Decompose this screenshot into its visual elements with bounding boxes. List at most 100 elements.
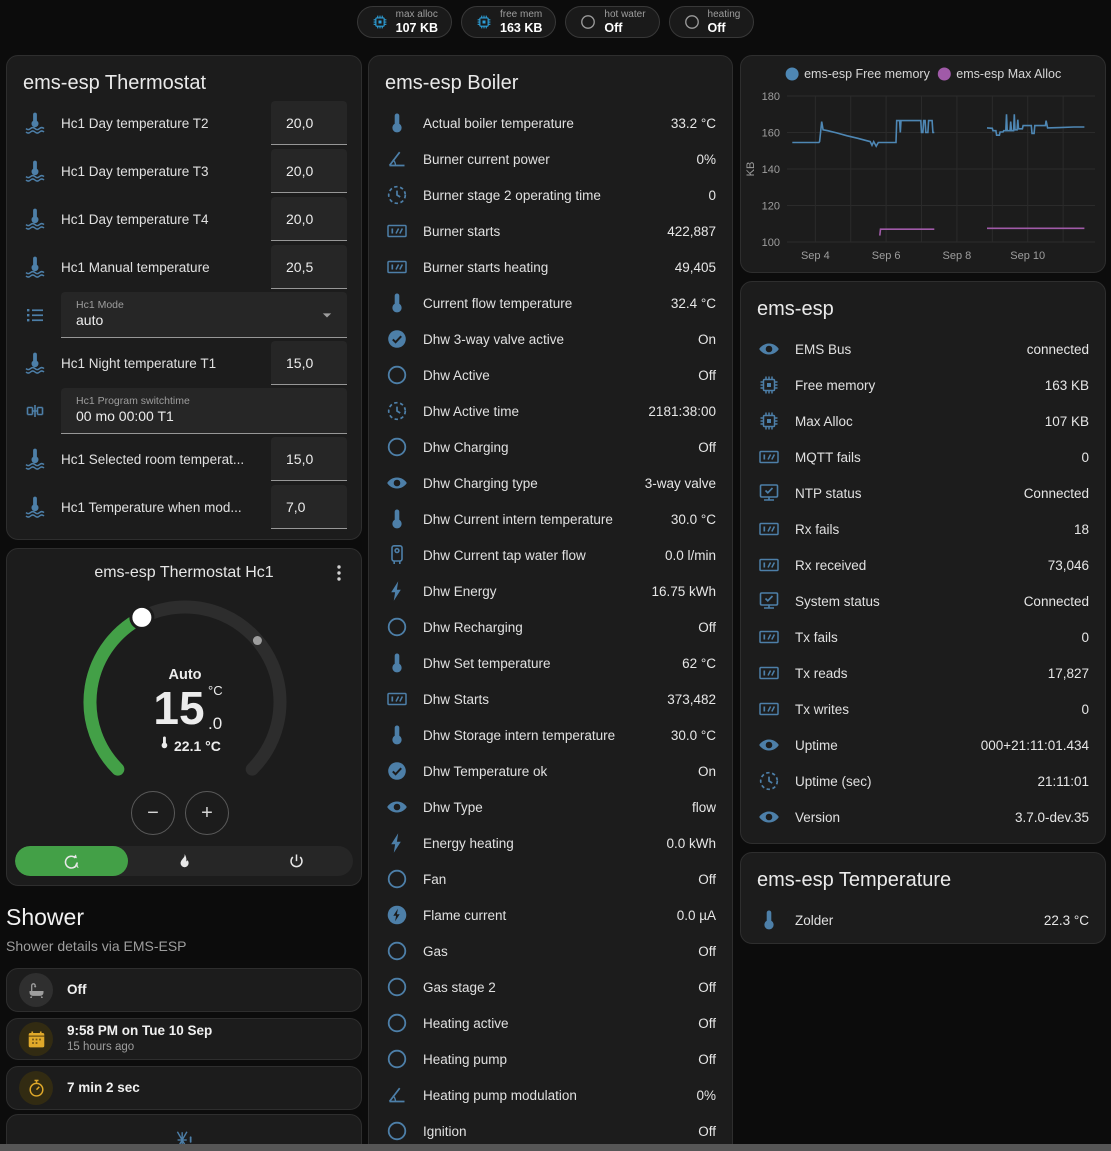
entity-value: Off [698,619,716,635]
temperature-increase-button[interactable]: + [185,791,229,835]
hvac-mode-off-button[interactable] [240,846,353,876]
entity-row[interactable]: Gas Off [369,933,732,969]
text-input[interactable]: Hc1 Program switchtime 00 mo 00:00 T1 [61,388,347,434]
entity-row[interactable]: Actual boiler temperature 33.2 °C [369,105,732,141]
entity-row[interactable]: Burner starts 422,887 [369,213,732,249]
thermostat-row[interactable]: Hc1 Manual temperature 20,5 [7,243,361,291]
header-chip-free-mem[interactable]: free mem 163 KB [461,6,557,38]
target-temperature-knob[interactable] [129,604,155,630]
entity-row[interactable]: Tx writes 0 [741,691,1105,727]
entity-row[interactable]: Burner current power 0% [369,141,732,177]
entity-row[interactable]: Fan Off [369,861,732,897]
entity-row[interactable]: Ignition Off [369,1113,732,1149]
entity-row[interactable]: Dhw Current intern temperature 30.0 °C [369,501,732,537]
entity-row[interactable]: Dhw Active Off [369,357,732,393]
y-axis-tick: 160 [762,128,780,140]
memory-chart-card[interactable]: 100 120 140 160 180 Sep 4 Sep 6 Sep 8 Sep 10 KB em… [740,55,1106,273]
clock-icon [757,769,781,793]
entity-row[interactable]: Heating pump modulation 0% [369,1077,732,1113]
field-label: Hc1 Program switchtime [76,395,190,408]
thermostat-row[interactable]: Hc1 Selected room temperat... 15,0 [7,435,361,483]
entity-label: Ignition [423,1123,467,1139]
entity-row[interactable]: Version 3.7.0-dev.35 [741,799,1105,835]
entity-row[interactable]: Dhw Type flow [369,789,732,825]
entity-label: Dhw Energy [423,583,497,599]
shower-item-card[interactable]: Off [6,968,362,1012]
entity-label: Dhw Set temperature [423,655,551,671]
memory-chart[interactable]: 100 120 140 160 180 Sep 4 Sep 6 Sep 8 Sep 10 KB em… [741,56,1105,272]
thermostat-row[interactable]: Hc1 Mode auto [7,291,361,339]
entity-row[interactable]: Heating pump Off [369,1041,732,1077]
thermometer-icon [385,507,409,531]
valve-icon [23,399,47,423]
entity-row[interactable]: Dhw 3-way valve active On [369,321,732,357]
entity-row[interactable]: Dhw Active time 2181:38:00 [369,393,732,429]
entity-row[interactable]: Dhw Charging Off [369,429,732,465]
entity-row[interactable]: EMS Bus connected [741,331,1105,367]
entity-row[interactable]: Burner starts heating 49,405 [369,249,732,285]
number-input[interactable]: 20,0 [271,101,347,145]
entity-row[interactable]: Tx fails 0 [741,619,1105,655]
temperature-decrease-button[interactable]: − [131,791,175,835]
entity-row[interactable]: Dhw Recharging Off [369,609,732,645]
thermostat-row[interactable]: Hc1 Temperature when mod... 7,0 [7,483,361,531]
entity-row[interactable]: Tx reads 17,827 [741,655,1105,691]
hvac-mode-heat-button[interactable] [128,846,241,876]
number-input[interactable]: 20,5 [271,245,347,289]
entity-row[interactable]: Dhw Energy 16.75 kWh [369,573,732,609]
entity-row[interactable]: Uptime (sec) 21:11:01 [741,763,1105,799]
legend-item[interactable]: ems-esp Free memory [785,67,931,81]
entity-row[interactable]: NTP status Connected [741,475,1105,511]
entity-row[interactable]: Flame current 0.0 µA [369,897,732,933]
thermometer-water-icon [23,159,47,183]
entity-row[interactable]: Rx received 73,046 [741,547,1105,583]
entity-row[interactable]: Dhw Charging type 3-way valve [369,465,732,501]
shower-item-card[interactable]: 9:58 PM on Tue 10 Sep 15 hours ago [6,1018,362,1060]
entity-row[interactable]: Burner stage 2 operating time 0 [369,177,732,213]
entity-row[interactable]: Uptime 000+21:11:01.434 [741,727,1105,763]
entity-label: Hc1 Selected room temperat... [61,451,245,467]
header-chip-hot-water[interactable]: hot water Off [565,6,660,38]
entity-row[interactable]: MQTT fails 0 [741,439,1105,475]
flash-icon [385,831,409,855]
entity-row[interactable]: Gas stage 2 Off [369,969,732,1005]
shower-item-card[interactable]: 7 min 2 sec [6,1066,362,1110]
entity-row[interactable]: Current flow temperature 32.4 °C [369,285,732,321]
number-input[interactable]: 20,0 [271,197,347,241]
thermostat-row[interactable]: Hc1 Day temperature T4 20,0 [7,195,361,243]
entity-label: Zolder [795,912,834,928]
entity-row[interactable]: Free memory 163 KB [741,367,1105,403]
header-chip-max-alloc[interactable]: max alloc 107 KB [356,6,453,38]
horizontal-scrollbar[interactable] [0,1144,1111,1151]
thermostat-row[interactable]: Hc1 Day temperature T3 20,0 [7,147,361,195]
number-input[interactable]: 7,0 [271,485,347,529]
entity-row[interactable]: Dhw Current tap water flow 0.0 l/min [369,537,732,573]
entity-value: 33.2 °C [670,115,716,131]
entity-row[interactable]: System status Connected [741,583,1105,619]
entity-row[interactable]: Heating active Off [369,1005,732,1041]
entity-row[interactable]: Energy heating 0.0 kWh [369,825,732,861]
number-input[interactable]: 20,0 [271,149,347,193]
number-input[interactable]: 15,0 [271,341,347,385]
thermostat-row[interactable]: Hc1 Program switchtime 00 mo 00:00 T1 [7,387,361,435]
thermostat-row[interactable]: Hc1 Day temperature T2 20,0 [7,99,361,147]
number-input[interactable]: 15,0 [271,437,347,481]
header-chip-heating[interactable]: heating Off [668,6,755,38]
entity-row[interactable]: Dhw Temperature ok On [369,753,732,789]
entity-label: Energy heating [423,835,514,851]
mode-select[interactable]: Hc1 Mode auto [61,292,347,338]
thermostat-row[interactable]: Hc1 Night temperature T1 15,0 [7,339,361,387]
dots-vertical-icon[interactable] [327,561,351,585]
entity-row[interactable]: Max Alloc 107 KB [741,403,1105,439]
dial-card-title: ems-esp Thermostat Hc1 [94,564,274,581]
legend-item[interactable]: ems-esp Max Alloc [937,67,1061,81]
entity-row[interactable]: Dhw Starts 373,482 [369,681,732,717]
entity-row[interactable]: Rx fails 18 [741,511,1105,547]
entity-row[interactable]: Zolder 22.3 °C [741,902,1105,938]
entity-row[interactable]: Dhw Storage intern temperature 30.0 °C [369,717,732,753]
entity-value: Off [698,1051,716,1067]
entity-row[interactable]: Dhw Set temperature 62 °C [369,645,732,681]
hvac-mode-auto-button[interactable]: A [15,846,128,876]
eye-icon [757,805,781,829]
